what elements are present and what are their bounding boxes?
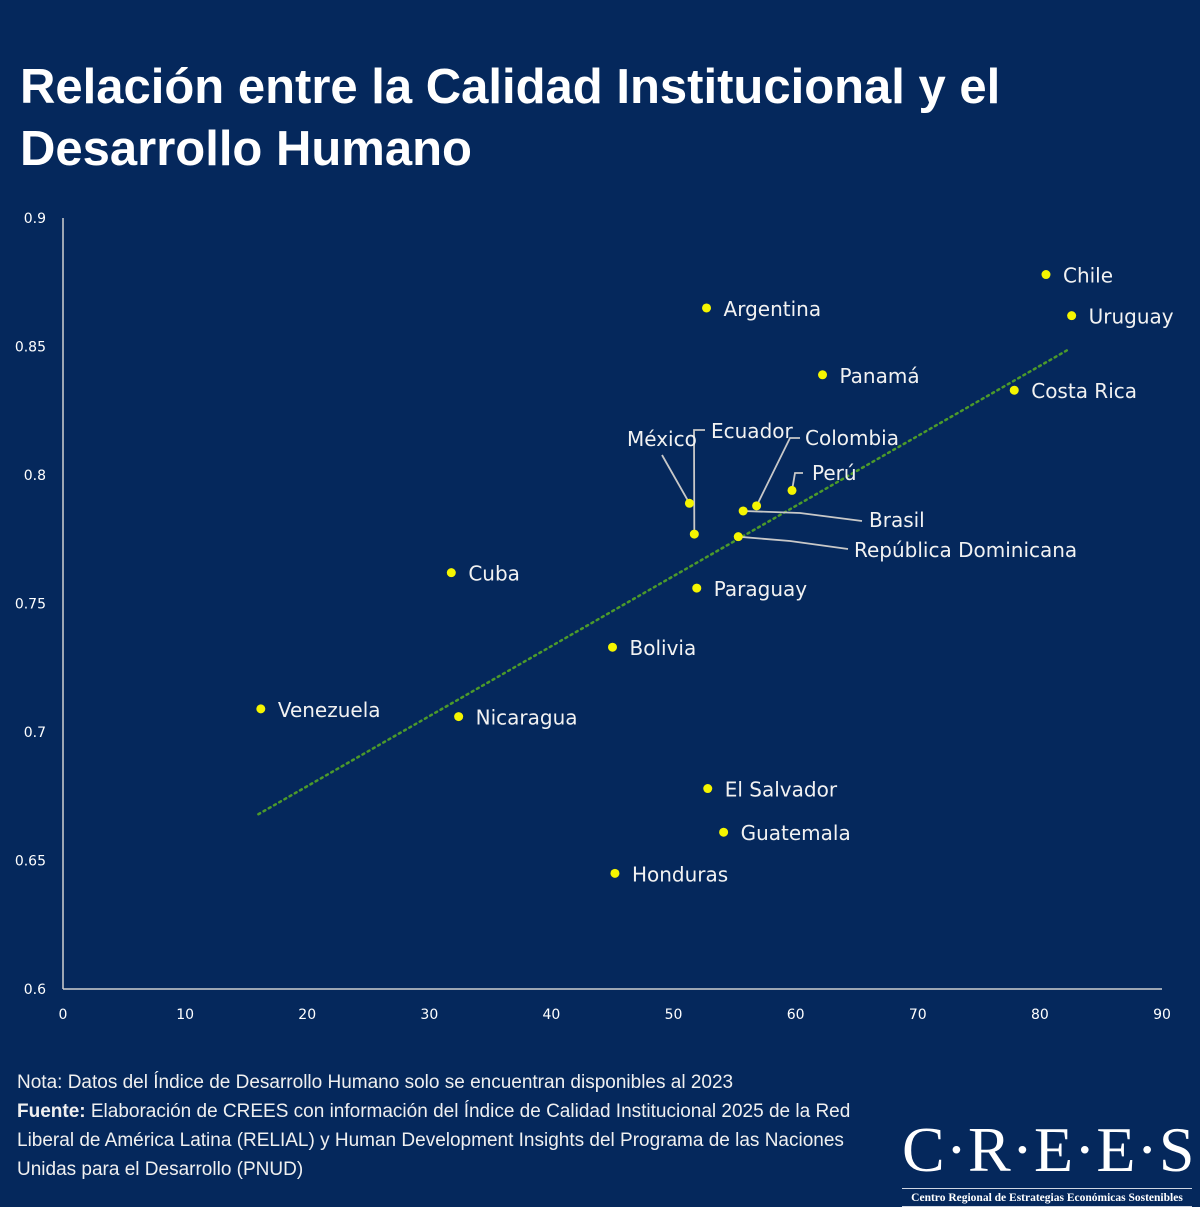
x-tick-label: 10 [176, 1007, 194, 1023]
source-label: Fuente: [17, 1101, 86, 1122]
footnotes: Nota: Datos del Índice de Desarrollo Hum… [17, 1068, 897, 1184]
source-body: Elaboración de CREES con información del… [17, 1101, 851, 1180]
point-label-honduras: Honduras [632, 862, 728, 886]
y-tick-label: 0.9 [24, 211, 46, 227]
point-ecuador [689, 529, 699, 539]
point-label-chile: Chile [1063, 264, 1113, 288]
point-label-brasil: Brasil [869, 508, 925, 532]
y-tick-label: 0.6 [24, 982, 46, 998]
source-text: Fuente: Elaboración de CREES con informa… [17, 1097, 897, 1184]
point-label-nicaragua: Nicaragua [476, 706, 578, 730]
axes: 0 10 20 30 40 50 60 70 80 90 0.6 0.65 0.7 0.75 0.8 0.85… [15, 211, 1171, 1023]
leader-line-brasil [743, 510, 863, 522]
point-honduras [610, 868, 620, 878]
crees-logo: C·R·E·E·S Centro Regional de Estrategias… [902, 1114, 1196, 1207]
logo-wordmark: C·R·E·E·S [902, 1114, 1196, 1185]
point-label-el-salvador: El Salvador [725, 778, 838, 802]
x-tick-label: 30 [420, 1007, 438, 1023]
leader-line-peru [791, 472, 803, 491]
point-chile [1041, 270, 1051, 280]
leader-line-colombia [755, 437, 800, 507]
point-label-ecuador: Ecuador [711, 419, 793, 443]
point-label-bolivia: Bolivia [630, 636, 697, 660]
point-bolivia [608, 642, 617, 652]
y-tick-label: 0.75 [15, 597, 46, 613]
point-label-argentina: Argentina [724, 297, 822, 321]
points: Chile Uruguay Argentina Panamá Costa Rica Méx… [256, 264, 1174, 886]
x-tick-label: 80 [1031, 1007, 1049, 1023]
x-tick-label: 70 [909, 1007, 927, 1023]
leader-line-ecuador [693, 429, 705, 535]
leader-lines [661, 429, 863, 550]
point-venezuela [256, 704, 266, 714]
point-republica-dominicana [733, 532, 743, 542]
point-el-salvador [703, 784, 713, 794]
note-text: Nota: Datos del Índice de Desarrollo Hum… [17, 1072, 734, 1093]
point-paraguay [692, 583, 702, 593]
point-label-venezuela: Venezuela [278, 698, 381, 722]
leader-line-republica-dominicana [738, 535, 849, 550]
point-mexico [684, 498, 694, 508]
leader-line-mexico [661, 454, 691, 504]
point-nicaragua [454, 712, 464, 722]
logo-subtitle: Centro Regional de Estrategias Económica… [911, 1192, 1183, 1204]
point-argentina [702, 303, 712, 313]
point-colombia [752, 501, 762, 511]
x-tick-label: 90 [1153, 1007, 1171, 1023]
y-tick-label: 0.65 [15, 854, 46, 870]
point-costa-rica [1009, 385, 1019, 395]
y-tick-label: 0.85 [15, 340, 46, 356]
point-peru [787, 485, 797, 495]
y-tick-label: 0.8 [24, 468, 46, 484]
point-label-colombia: Colombia [805, 426, 899, 450]
x-tick-label: 60 [787, 1007, 805, 1023]
point-label-costa-rica: Costa Rica [1031, 379, 1137, 403]
x-tick-label: 50 [665, 1007, 683, 1023]
x-tick-label: 0 [59, 1007, 68, 1023]
point-label-paraguay: Paraguay [714, 577, 808, 601]
point-cuba [446, 568, 456, 578]
point-label-peru: Perú [812, 461, 857, 485]
point-guatemala [719, 827, 729, 837]
point-label-mexico: México [627, 427, 697, 451]
point-label-panama: Panamá [840, 364, 920, 388]
y-tick-label: 0.7 [24, 725, 46, 741]
point-label-cuba: Cuba [468, 562, 520, 586]
point-uruguay [1067, 311, 1077, 321]
point-brasil [738, 506, 748, 516]
chart-title: Relación entre la Calidad Institucional … [20, 60, 1001, 176]
x-tick-label: 20 [298, 1007, 316, 1023]
trendline [257, 347, 1071, 816]
trendline-group [257, 347, 1071, 816]
logo-divider [902, 1188, 1192, 1189]
point-label-guatemala: Guatemala [741, 821, 851, 845]
point-panama [818, 370, 828, 380]
point-label-republica-dominicana: República Dominicana [854, 538, 1077, 562]
x-tick-label: 40 [543, 1007, 561, 1023]
point-label-uruguay: Uruguay [1089, 305, 1174, 329]
